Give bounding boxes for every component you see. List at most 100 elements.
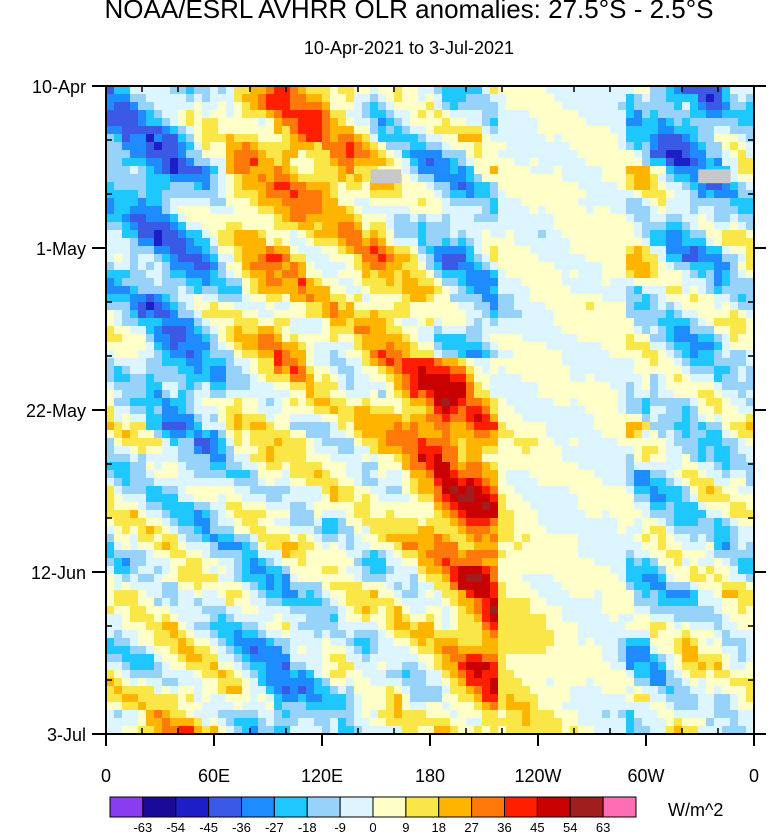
heatmap-cell (258, 150, 267, 159)
heatmap-cell (282, 398, 291, 407)
heatmap-cell (418, 246, 427, 255)
heatmap-cell (650, 110, 659, 119)
heatmap-cell (650, 350, 659, 359)
heatmap-cell (258, 478, 267, 487)
heatmap-cell (146, 478, 155, 487)
heatmap-cell (722, 422, 731, 431)
heatmap-cell (746, 110, 755, 119)
heatmap-cell (554, 206, 563, 215)
heatmap-cell (250, 478, 259, 487)
heatmap-cell (122, 230, 131, 239)
heatmap-cell (722, 246, 731, 255)
heatmap-cell (466, 286, 475, 295)
heatmap-cell (450, 374, 459, 383)
heatmap-cell (394, 118, 403, 127)
heatmap-cell (682, 430, 691, 439)
heatmap-cell (130, 510, 139, 519)
heatmap-cell (634, 422, 643, 431)
heatmap-cell (658, 214, 667, 223)
heatmap-cell (122, 414, 131, 423)
heatmap-cell (378, 462, 387, 471)
heatmap-cell (706, 494, 715, 503)
heatmap-cell (578, 110, 587, 119)
heatmap-cell (506, 470, 515, 479)
heatmap-cell (154, 566, 163, 575)
heatmap-cell (618, 374, 627, 383)
heatmap-cell (674, 382, 683, 391)
heatmap-cell (218, 374, 227, 383)
heatmap-cell (290, 222, 299, 231)
heatmap-cell (194, 262, 203, 271)
heatmap-cell (658, 254, 667, 263)
heatmap-cell (530, 558, 539, 567)
heatmap-cell (730, 254, 739, 263)
heatmap-cell (578, 414, 587, 423)
heatmap-cell (530, 374, 539, 383)
heatmap-cell (130, 230, 139, 239)
heatmap-cell (586, 422, 595, 431)
heatmap-cell (202, 174, 211, 183)
heatmap-cell (466, 254, 475, 263)
heatmap-cell (450, 390, 459, 399)
heatmap-cell (698, 246, 707, 255)
heatmap-cell (562, 94, 571, 103)
heatmap-cell (506, 454, 515, 463)
heatmap-cell (218, 510, 227, 519)
heatmap-cell (690, 302, 699, 311)
heatmap-cell (370, 190, 379, 199)
heatmap-cell (498, 534, 507, 543)
heatmap-cell (594, 286, 603, 295)
heatmap-cell (330, 190, 339, 199)
heatmap-cell (290, 134, 299, 143)
heatmap-cell (306, 294, 315, 303)
heatmap-cell (114, 542, 123, 551)
heatmap-cell (274, 206, 283, 215)
heatmap-cell (162, 310, 171, 319)
heatmap-cell (386, 414, 395, 423)
heatmap-cell (634, 174, 643, 183)
heatmap-cell (338, 182, 347, 191)
heatmap-cell (370, 446, 379, 455)
heatmap-cell (578, 334, 587, 343)
heatmap-cell (202, 318, 211, 327)
heatmap-cell (490, 294, 499, 303)
heatmap-cell (250, 166, 259, 175)
heatmap-cell (514, 558, 523, 567)
heatmap-cell (650, 430, 659, 439)
heatmap-cell (306, 510, 315, 519)
heatmap-cell (170, 302, 179, 311)
heatmap-cell (242, 518, 251, 527)
heatmap-cell (362, 270, 371, 279)
heatmap-cell (506, 478, 515, 487)
heatmap-cell (602, 214, 611, 223)
heatmap-cell (282, 246, 291, 255)
heatmap-cell (234, 350, 243, 359)
heatmap-cell (490, 574, 499, 583)
heatmap-cell (530, 542, 539, 551)
heatmap-cell (330, 470, 339, 479)
heatmap-cell (226, 182, 235, 191)
heatmap-cell (122, 398, 131, 407)
heatmap-cell (194, 526, 203, 535)
heatmap-cell (282, 278, 291, 287)
heatmap-cell (410, 350, 419, 359)
heatmap-cell (746, 150, 755, 159)
heatmap-cell (578, 390, 587, 399)
heatmap-cell (226, 134, 235, 143)
heatmap-cell (354, 478, 363, 487)
heatmap-cell (370, 518, 379, 527)
heatmap-cell (386, 158, 395, 167)
heatmap-cell (122, 294, 131, 303)
heatmap-cell (554, 518, 563, 527)
heatmap-cell (114, 302, 123, 311)
heatmap-cell (162, 414, 171, 423)
heatmap-cell (426, 102, 435, 111)
heatmap-cell (282, 174, 291, 183)
heatmap-cell (514, 222, 523, 231)
heatmap-cell (426, 558, 435, 567)
heatmap-cell (586, 182, 595, 191)
heatmap-cell (290, 398, 299, 407)
heatmap-cell (210, 262, 219, 271)
heatmap-cell (370, 526, 379, 535)
heatmap-cell (394, 486, 403, 495)
